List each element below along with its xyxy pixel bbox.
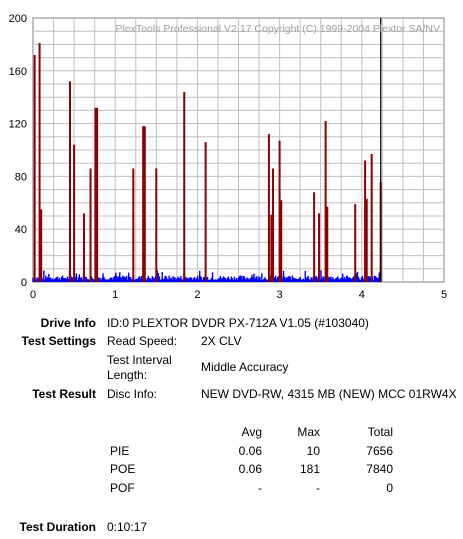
pie-bar <box>143 126 146 283</box>
pof-avg: - <box>258 481 262 495</box>
pie-bar <box>324 120 327 283</box>
pie-bar <box>155 168 158 282</box>
pie-bar <box>94 107 97 282</box>
x-tick-label: 0 <box>30 289 36 301</box>
y-tick-label: 40 <box>15 224 27 236</box>
pie-bar <box>89 168 92 282</box>
pie-bar <box>82 213 85 282</box>
test-duration-value: 0:10:17 <box>107 520 148 534</box>
pie-bar <box>73 144 76 282</box>
pie-total: 7656 <box>366 444 393 458</box>
poe-avg: 0.06 <box>238 462 262 476</box>
pie-bar <box>38 43 41 282</box>
test-result-label: Test Result <box>32 387 96 401</box>
pof-total: 0 <box>386 481 393 495</box>
x-tick-label: 1 <box>112 289 118 301</box>
x-tick-label: 5 <box>441 289 447 301</box>
read-speed-value: 2X CLV <box>201 334 242 348</box>
pie-bar <box>365 198 368 282</box>
pie-bar <box>68 81 71 282</box>
test-settings-label: Test Settings <box>21 334 96 348</box>
total-header: Total <box>367 425 393 439</box>
pie-bar <box>326 206 329 282</box>
pie-bar <box>318 213 321 282</box>
x-tick-label: 4 <box>359 289 365 301</box>
pie-bar <box>313 192 316 282</box>
interval-label-line1: Test Interval <box>107 353 172 367</box>
pie-bar <box>354 204 357 282</box>
pie-row-label: PIE <box>110 444 130 458</box>
pof-max: - <box>316 481 320 495</box>
pie-bar <box>132 168 135 282</box>
pie-bar <box>272 168 275 282</box>
y-tick-label: 120 <box>9 119 27 131</box>
drive-info-value: ID:0 PLEXTOR DVDR PX-712A V1.05 (#103040… <box>107 316 369 330</box>
pie-bar <box>267 134 270 282</box>
interval-value: Middle Accuracy <box>201 360 289 374</box>
pie-bar <box>33 54 36 283</box>
disc-info-label: Disc Info: <box>107 387 158 401</box>
pie-avg: 0.06 <box>238 444 262 458</box>
pie-bar <box>370 153 373 282</box>
pie-bar <box>270 214 273 282</box>
interval-label-line2: Length: <box>107 368 148 382</box>
poe-max: 181 <box>299 462 320 476</box>
avg-header: Avg <box>241 425 262 439</box>
pie-bar <box>204 142 207 282</box>
x-tick-label: 2 <box>194 289 200 301</box>
pie-bar <box>278 140 281 282</box>
pie-max: 10 <box>306 444 320 458</box>
poe-row-label: POE <box>110 462 136 476</box>
chart-svg: 0 40 80 120 160 200 0 1 2 3 4 5 PlexTools Professio… <box>9 13 447 301</box>
pof-row-label: POF <box>110 481 135 495</box>
y-tick-label: 80 <box>15 171 27 183</box>
pie-bar <box>183 91 186 282</box>
chart-title: PlexTools Professional V2.17 Copyright (… <box>116 23 441 35</box>
poe-total: 7840 <box>366 462 393 476</box>
read-speed-label: Read Speed: <box>107 334 178 348</box>
x-tick-label: 3 <box>277 289 283 301</box>
y-tick-label: 160 <box>9 66 27 78</box>
y-tick-label: 0 <box>21 277 27 289</box>
pie-bar <box>96 107 99 282</box>
pie-bar <box>364 160 367 282</box>
pie-bar <box>142 126 145 283</box>
pie-bar <box>40 209 43 282</box>
test-duration-label: Test Duration <box>19 520 96 534</box>
max-header: Max <box>297 425 320 439</box>
y-tick-label: 200 <box>9 13 27 25</box>
error-chart: 0 40 80 120 160 200 0 1 2 3 4 5 PlexTools Professio… <box>9 13 447 301</box>
disc-info-value: NEW DVD-RW, 4315 MB (NEW) MCC 01RW4X <box>201 387 457 401</box>
drive-info-label: Drive Info <box>40 316 96 330</box>
pie-bar <box>280 200 283 282</box>
